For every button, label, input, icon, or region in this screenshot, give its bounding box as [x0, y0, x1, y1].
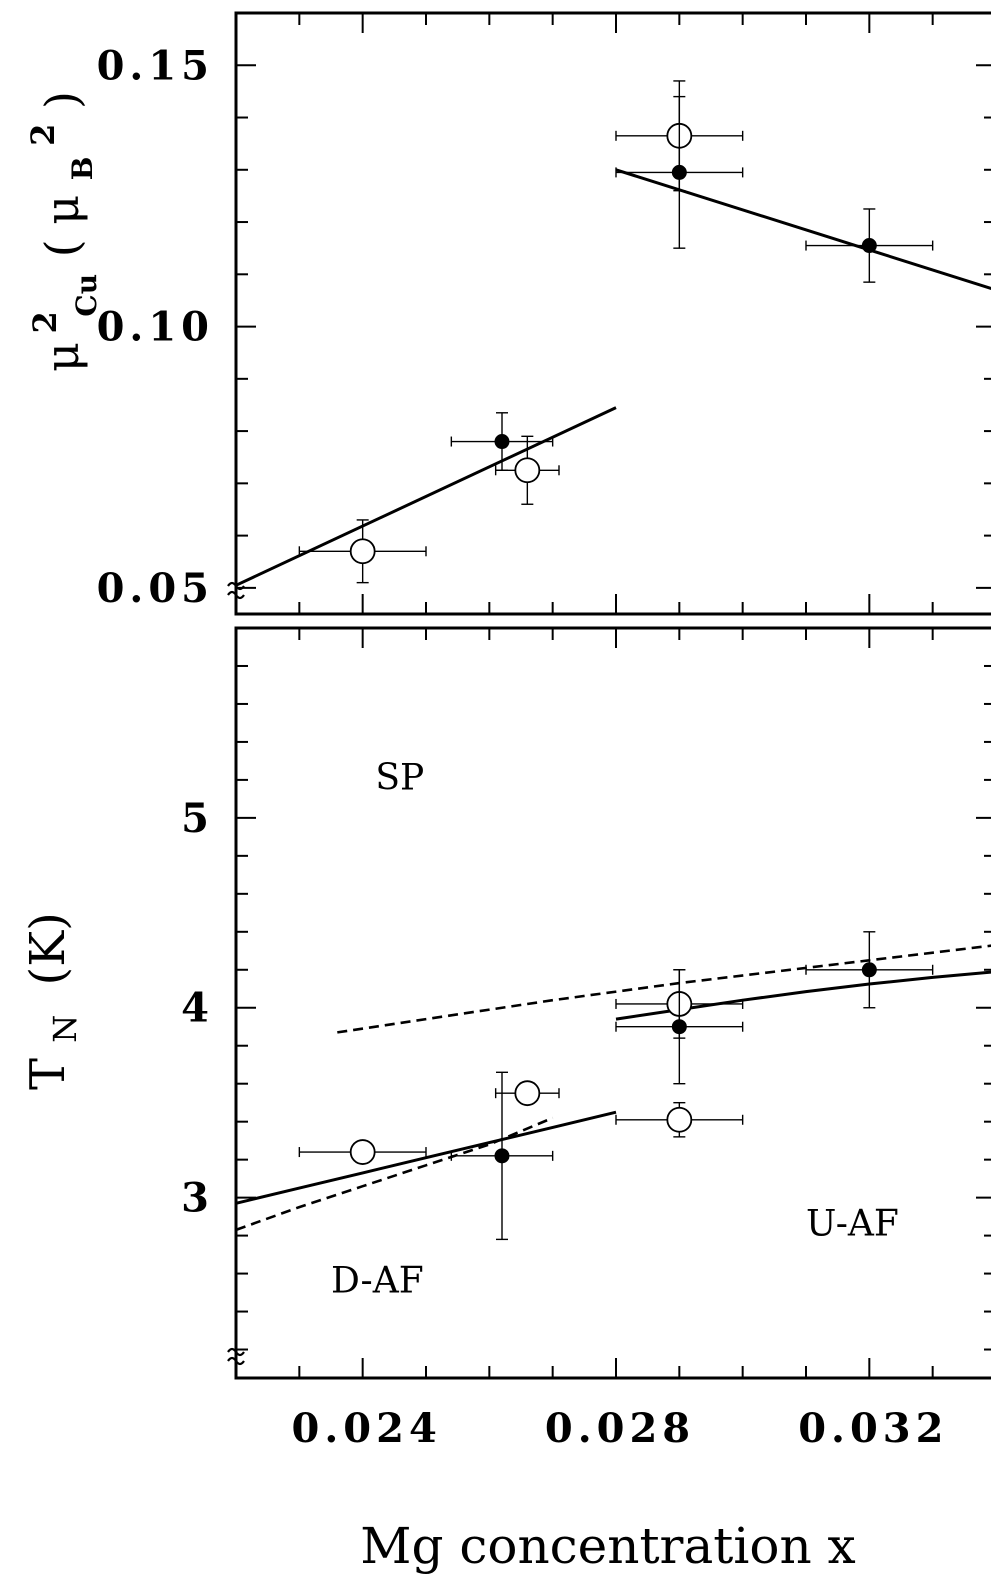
top-fit-line-solid-0: [235, 406, 617, 587]
top-y-tick-label-2: 0.15: [97, 42, 214, 89]
bottom-fit-line-dashed-3: [337, 944, 991, 1034]
bottom-open-point-3: [666, 1106, 693, 1133]
bottom-filled-point-0: [494, 1148, 510, 1164]
top-plot-frame: [234, 11, 991, 616]
top-panel: 0.05 0.10 0.15 μ 2 Cu ( μ B 2 ): [11, 11, 991, 616]
bottom-y-axis-label: T N (K): [20, 912, 88, 1090]
top-ylabel-paren-close: ): [35, 91, 89, 109]
top-ylabel-base-sup: 2: [26, 311, 64, 333]
region-label-u-af: U-AF: [806, 1204, 899, 1245]
top-filled-point-2: [861, 238, 877, 254]
top-y-tick-label-0: 0.05: [97, 565, 214, 612]
top-ylabel-unit-sup: 2: [24, 124, 62, 146]
bottom-filled-point-2: [861, 962, 877, 978]
top-fit-lines: [235, 168, 991, 587]
top-axis-break: [227, 581, 245, 600]
top-fit-line-solid-1: [615, 168, 991, 290]
region-label-d-af: D-AF: [331, 1261, 424, 1302]
bottom-filled-point-1: [671, 1019, 687, 1035]
bottom-fit-lines: [235, 944, 991, 1232]
bottom-open-point-0: [349, 1139, 376, 1165]
bottom-axis-break: [227, 1347, 245, 1366]
top-ylabel-unit: μ: [35, 195, 89, 225]
top-filled-point-1: [671, 164, 687, 180]
bottom-y-tick-label-1: 4: [181, 985, 214, 1032]
top-ylabel-unit-sub: B: [66, 157, 99, 181]
top-open-point-0: [349, 538, 376, 565]
x-axis-label: Mg concentration x: [360, 1517, 855, 1575]
top-y-tick-label-1: 0.10: [97, 304, 214, 351]
top-ylabel-base: μ: [35, 342, 89, 372]
bottom-x-tick-label-0: 0.024: [292, 1405, 442, 1452]
bottom-y-tick-label-0: 3: [181, 1175, 214, 1222]
bottom-fit-line-dashed-2: [235, 1116, 554, 1232]
bottom-data-points: [298, 931, 934, 1241]
region-label-sp: SP: [375, 757, 424, 798]
top-ylabel-paren-open: (: [35, 239, 89, 257]
top-open-point-1: [514, 457, 541, 484]
bottom-y-tick-label-2: 5: [181, 795, 214, 842]
bottom-fit-line-solid-0: [235, 1110, 617, 1205]
top-filled-point-0: [494, 434, 510, 450]
bottom-tick-labels: 3 4 5 0.024 0.028 0.032: [181, 795, 948, 1452]
bottom-open-point-1: [514, 1080, 541, 1107]
bottom-ylabel-unit: (K): [20, 912, 76, 985]
bottom-ticks: [236, 628, 991, 1378]
top-y-axis-label: μ 2 Cu ( μ B 2 ): [11, 91, 107, 372]
bottom-x-tick-label-1: 0.028: [545, 1405, 695, 1452]
top-data-points: [298, 80, 934, 584]
bottom-annotations: SP U-AF D-AF: [331, 757, 899, 1301]
bottom-ylabel-base-sub: N: [46, 1015, 84, 1043]
top-ticks: [236, 13, 991, 614]
bottom-panel: 3 4 5 0.024 0.028 0.032 SP U-AF D-AF T N (K) Mg…: [20, 626, 991, 1575]
bottom-x-tick-label-2: 0.032: [798, 1405, 948, 1452]
top-ylabel-base-sub: Cu: [70, 274, 103, 317]
top-tick-labels: 0.05 0.10 0.15: [97, 42, 214, 612]
bottom-ylabel-base: T: [20, 1058, 76, 1090]
